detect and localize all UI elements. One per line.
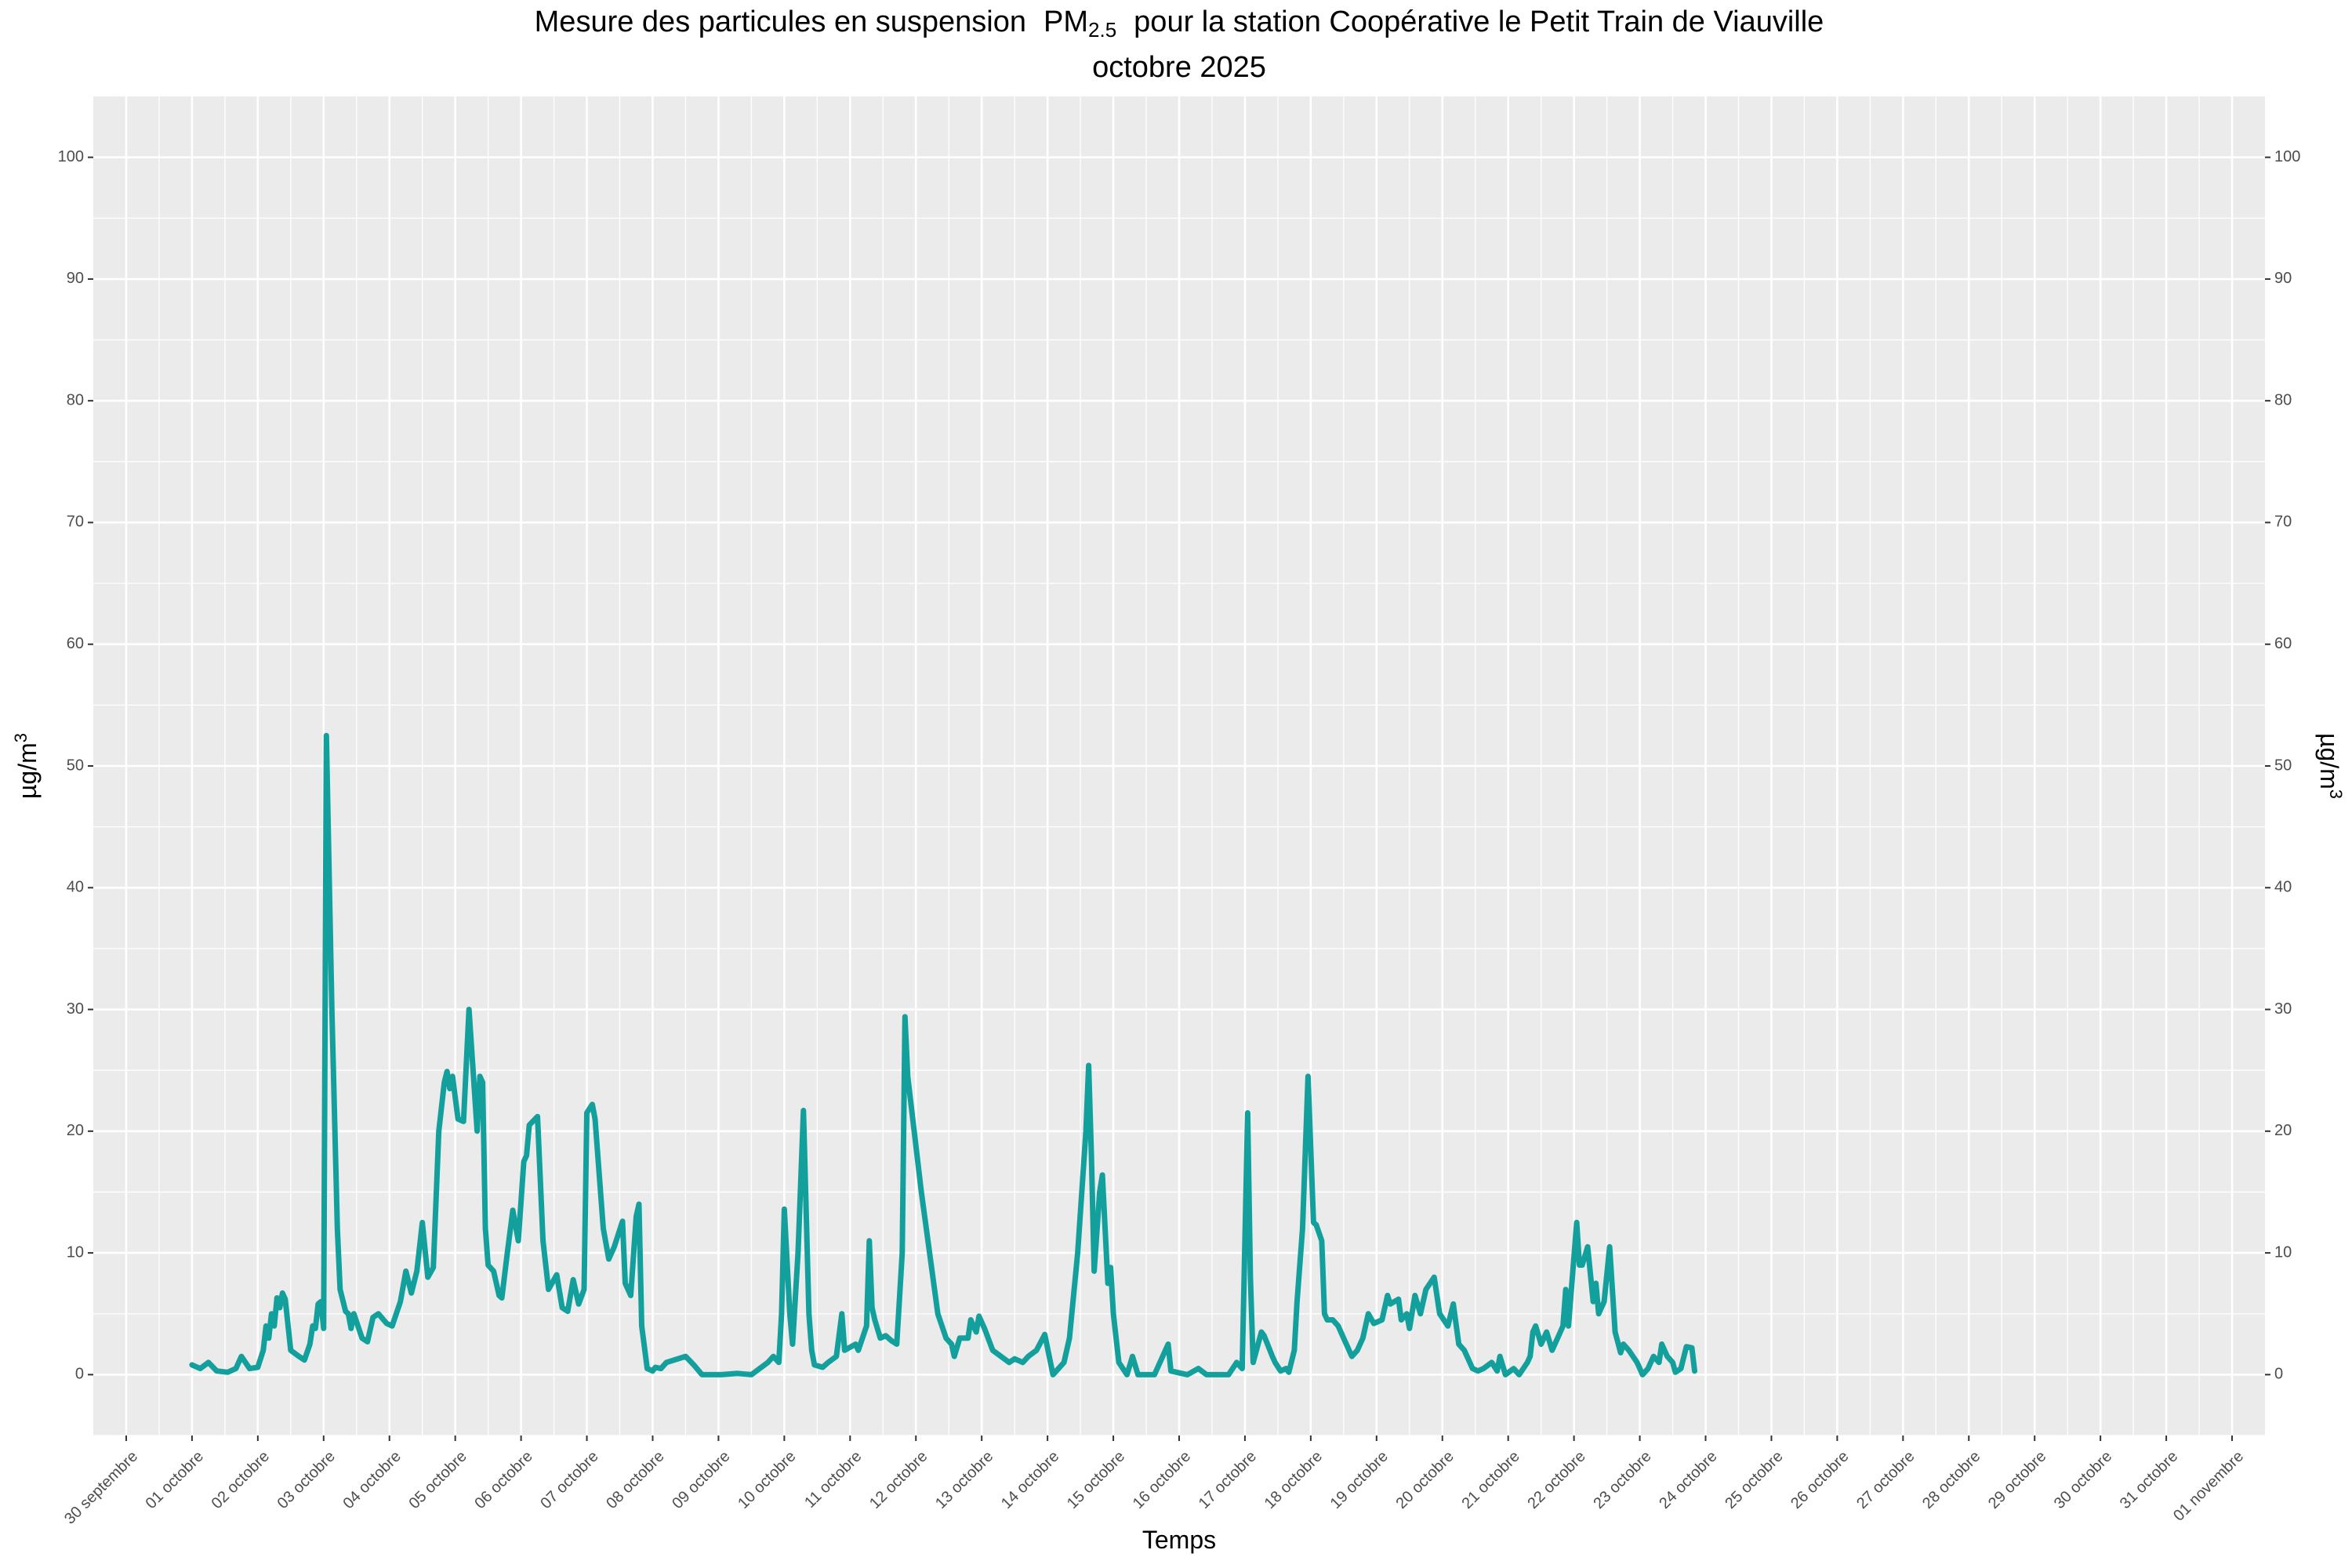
title-subscript: 2.5 [1088,18,1116,42]
title-prefix: Mesure des particules en suspension [535,5,1026,38]
y2-axis-title: µg/m3 [2315,733,2346,799]
y2-label: µg/m [2315,733,2343,789]
x-tick-label: 13 octobre [932,1448,996,1512]
x-tick-label: 14 octobre [998,1448,1062,1512]
y2-tick-label: 10 [2274,1243,2292,1261]
title-suffix: pour la station Coopérative le Petit Tra… [1134,5,1824,38]
y2-tick-label: 70 [2274,514,2292,531]
x-tick-label: 29 octobre [1985,1448,2049,1512]
x-tick-label: 04 octobre [339,1448,404,1512]
x-tick-label: 28 octobre [1919,1448,1984,1512]
y-tick-label: 80 [67,391,84,408]
x-tick-label: 30 octobre [2051,1448,2115,1512]
x-tick-label: 05 octobre [405,1448,470,1512]
x-tick-label: 25 octobre [1722,1448,1786,1512]
y-tick-label: 100 [58,148,84,165]
chart-title: Mesure des particules en suspension PM2.5… [535,5,1824,42]
x-tick-label: 17 octobre [1196,1448,1260,1512]
y2-tick-label: 0 [2274,1366,2283,1383]
x-tick-label: 03 octobre [274,1448,339,1512]
x-tick-label: 24 octobre [1656,1448,1720,1512]
x-tick-label: 19 octobre [1327,1448,1392,1512]
x-tick-label: 01 octobre [143,1448,207,1512]
y2-tick-label: 50 [2274,757,2292,774]
data-line [189,732,1697,1377]
x-tick-label: 30 septembre [61,1448,141,1528]
x-tick-label: 02 octobre [209,1448,273,1512]
y-tick-label: 30 [67,1000,84,1018]
y-tick-label: 0 [75,1366,84,1383]
x-tick-label: 01 novembre [2170,1448,2247,1525]
x-tick-label: 09 octobre [669,1448,733,1512]
y2-tick-label: 20 [2274,1122,2292,1139]
x-tick-label: 08 octobre [603,1448,667,1512]
x-tick-label: 20 octobre [1393,1448,1457,1512]
x-tick-label: 21 octobre [1458,1448,1523,1512]
y-tick-label: 70 [67,514,84,531]
x-axis-title: Temps [1142,1526,1216,1554]
y-tick-label: 50 [67,757,84,774]
x-tick-label: 11 octobre [801,1448,865,1512]
y-label: µg/m [13,742,42,799]
y2-label-superscript: 3 [2326,789,2346,799]
y2-tick-label: 60 [2274,635,2292,652]
y-tick-label: 90 [67,270,84,287]
x-tick-label: 06 octobre [471,1448,535,1512]
x-tick-label: 15 octobre [1064,1448,1128,1512]
x-tick-label: 26 octobre [1788,1448,1852,1512]
x-tick-label: 07 octobre [537,1448,601,1512]
x-tick-label: 27 octobre [1853,1448,1918,1512]
chart-subtitle: octobre 2025 [1092,51,1266,84]
y-tick-label: 60 [67,635,84,652]
y2-tick-label: 100 [2274,148,2300,165]
x-tick-label: 16 octobre [1130,1448,1194,1512]
y-tick-label: 40 [67,879,84,896]
x-tick-label: 23 octobre [1590,1448,1654,1512]
y2-tick-label: 30 [2274,1000,2292,1018]
y2-tick-label: 90 [2274,270,2292,287]
x-tick-label: 31 octobre [2117,1448,2181,1512]
y-tick-label: 10 [67,1243,84,1261]
y2-tick-label: 80 [2274,391,2292,408]
y-axis-title: µg/m3 [11,733,42,799]
x-tick-label: 18 octobre [1261,1448,1326,1512]
y-tick-label: 20 [67,1122,84,1139]
y2-tick-label: 40 [2274,879,2292,896]
x-tick-label: 10 octobre [735,1448,799,1512]
y-label-superscript: 3 [11,733,31,742]
x-tick-label: 22 octobre [1524,1448,1588,1512]
x-tick-label: 12 octobre [866,1448,931,1512]
title-pollutant: PM [1044,5,1088,38]
